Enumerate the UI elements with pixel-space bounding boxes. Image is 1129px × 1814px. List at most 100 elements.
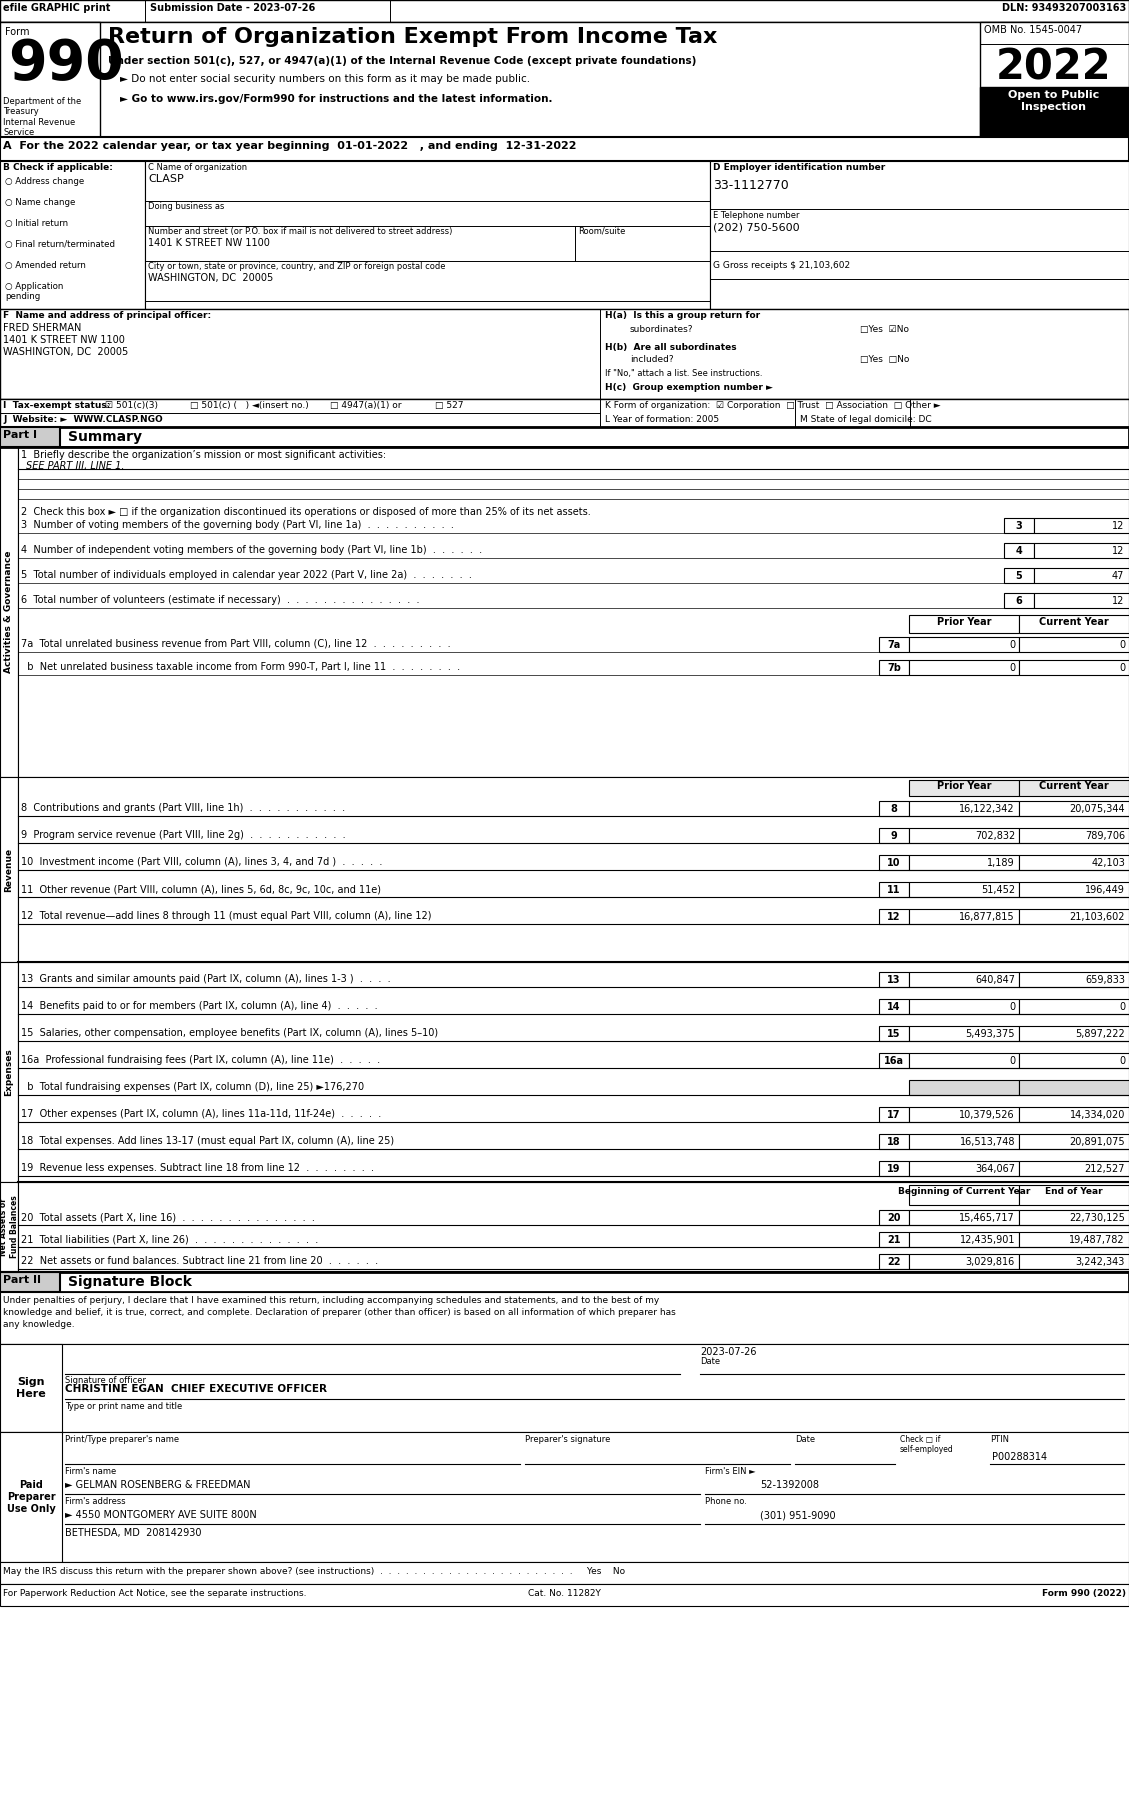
Bar <box>879 972 909 987</box>
Text: 10,379,526: 10,379,526 <box>960 1110 1015 1119</box>
Bar <box>1034 568 1129 582</box>
Text: M State of legal domicile: DC: M State of legal domicile: DC <box>800 415 931 424</box>
Text: E Telephone number: E Telephone number <box>714 210 799 219</box>
Bar <box>1019 972 1129 987</box>
Bar <box>0 1344 62 1431</box>
Text: □ 501(c) (   ) ◄(insert no.): □ 501(c) ( ) ◄(insert no.) <box>190 401 308 410</box>
Text: A  For the 2022 calendar year, or tax year beginning  01-01-2022   , and ending : A For the 2022 calendar year, or tax yea… <box>3 141 577 151</box>
Bar <box>909 1079 1019 1096</box>
Text: Date: Date <box>700 1357 720 1366</box>
Bar <box>18 1183 1129 1272</box>
Bar <box>980 22 1129 138</box>
Text: 14,334,020: 14,334,020 <box>1069 1110 1124 1119</box>
Text: 5,493,375: 5,493,375 <box>965 1029 1015 1039</box>
Bar <box>1019 1161 1129 1175</box>
Bar <box>909 1161 1019 1175</box>
Text: 16a: 16a <box>884 1056 904 1067</box>
Bar <box>879 1161 909 1175</box>
Text: 5: 5 <box>1016 571 1023 580</box>
Text: 19  Revenue less expenses. Subtract line 18 from line 12  .  .  .  .  .  .  .  .: 19 Revenue less expenses. Subtract line … <box>21 1163 374 1174</box>
Bar <box>909 909 1019 923</box>
Bar <box>1019 660 1129 675</box>
Text: (202) 750-5600: (202) 750-5600 <box>714 223 799 232</box>
Text: 17: 17 <box>887 1110 901 1119</box>
Bar <box>879 1134 909 1148</box>
Text: Return of Organization Exempt From Income Tax: Return of Organization Exempt From Incom… <box>108 27 717 47</box>
Bar <box>1019 882 1129 896</box>
Text: 13  Grants and similar amounts paid (Part IX, column (A), lines 1-3 )  .  .  .  : 13 Grants and similar amounts paid (Part… <box>21 974 391 983</box>
Bar <box>1019 780 1129 796</box>
Text: □Yes  □No: □Yes □No <box>860 356 909 365</box>
Text: WASHINGTON, DC  20005: WASHINGTON, DC 20005 <box>148 272 273 283</box>
Text: F  Name and address of principal officer:: F Name and address of principal officer: <box>3 310 211 319</box>
Text: 702,832: 702,832 <box>974 831 1015 842</box>
Text: 10: 10 <box>887 858 901 869</box>
Bar <box>1019 854 1129 871</box>
Bar <box>879 637 909 651</box>
Bar <box>145 161 710 308</box>
Text: Department of the
Treasury
Internal Revenue
Service: Department of the Treasury Internal Reve… <box>3 96 81 138</box>
Bar <box>909 1027 1019 1041</box>
Bar <box>909 882 1019 896</box>
Text: 16,877,815: 16,877,815 <box>960 912 1015 922</box>
Bar <box>1019 615 1129 633</box>
Text: 4  Number of independent voting members of the governing body (Part VI, line 1b): 4 Number of independent voting members o… <box>21 544 482 555</box>
Text: 5,897,222: 5,897,222 <box>1075 1029 1124 1039</box>
Bar <box>1019 1210 1129 1224</box>
Text: 3  Number of voting members of the governing body (Part VI, line 1a)  .  .  .  .: 3 Number of voting members of the govern… <box>21 521 454 530</box>
Text: 1,189: 1,189 <box>988 858 1015 869</box>
Text: Submission Date - 2023-07-26: Submission Date - 2023-07-26 <box>150 4 315 13</box>
Bar <box>909 780 1019 796</box>
Text: Number and street (or P.O. box if mail is not delivered to street address): Number and street (or P.O. box if mail i… <box>148 227 453 236</box>
Bar <box>0 1292 1129 1344</box>
Bar <box>909 802 1019 816</box>
Bar <box>0 22 1129 138</box>
Bar <box>0 22 100 138</box>
Text: CHRISTINE EGAN  CHIEF EXECUTIVE OFFICER: CHRISTINE EGAN CHIEF EXECUTIVE OFFICER <box>65 1384 327 1393</box>
Text: D Employer identification number: D Employer identification number <box>714 163 885 172</box>
Text: Beginning of Current Year: Beginning of Current Year <box>898 1186 1030 1195</box>
Bar <box>18 776 1129 961</box>
Text: 17  Other expenses (Part IX, column (A), lines 11a-11d, 11f-24e)  .  .  .  .  .: 17 Other expenses (Part IX, column (A), … <box>21 1108 382 1119</box>
Text: ☑ 501(c)(3): ☑ 501(c)(3) <box>105 401 158 410</box>
Text: 47: 47 <box>1112 571 1124 580</box>
Text: K Form of organization:  ☑ Corporation  □ Trust  □ Association  □ Other ►: K Form of organization: ☑ Corporation □ … <box>605 401 940 410</box>
Text: 212,527: 212,527 <box>1085 1165 1124 1174</box>
Text: Signature of officer: Signature of officer <box>65 1377 146 1386</box>
Text: Paid
Preparer
Use Only: Paid Preparer Use Only <box>7 1480 55 1513</box>
Text: 22,730,125: 22,730,125 <box>1069 1214 1124 1223</box>
Bar <box>0 308 1129 399</box>
Text: 3,029,816: 3,029,816 <box>965 1257 1015 1266</box>
Text: (301) 951-9090: (301) 951-9090 <box>760 1509 835 1520</box>
Text: 14: 14 <box>887 1001 901 1012</box>
Bar <box>909 1134 1019 1148</box>
Text: 0: 0 <box>1119 662 1124 673</box>
Bar <box>18 446 1129 776</box>
Text: 51,452: 51,452 <box>981 885 1015 894</box>
Text: OMB No. 1545-0047: OMB No. 1545-0047 <box>984 25 1082 34</box>
Text: Phone no.: Phone no. <box>704 1497 747 1506</box>
Text: 11  Other revenue (Part VIII, column (A), lines 5, 6d, 8c, 9c, 10c, and 11e): 11 Other revenue (Part VIII, column (A),… <box>21 883 380 894</box>
Bar <box>879 1052 909 1068</box>
Bar <box>1019 1052 1129 1068</box>
Text: May the IRS discuss this return with the preparer shown above? (see instructions: May the IRS discuss this return with the… <box>3 1567 625 1576</box>
Text: 1401 K STREET NW 1100: 1401 K STREET NW 1100 <box>3 336 125 345</box>
Bar <box>879 827 909 844</box>
Bar <box>0 0 1129 22</box>
Bar <box>909 1253 1019 1270</box>
Bar <box>879 882 909 896</box>
Text: Under penalties of perjury, I declare that I have examined this return, includin: Under penalties of perjury, I declare th… <box>3 1295 659 1304</box>
Text: Form 990 (2022): Form 990 (2022) <box>1042 1589 1126 1598</box>
Text: 12,435,901: 12,435,901 <box>960 1235 1015 1244</box>
Text: CLASP: CLASP <box>148 174 184 183</box>
Bar <box>0 399 1129 426</box>
Bar <box>909 615 1019 633</box>
Text: For Paperwork Reduction Act Notice, see the separate instructions.: For Paperwork Reduction Act Notice, see … <box>3 1589 306 1598</box>
Text: 20,891,075: 20,891,075 <box>1069 1137 1124 1146</box>
Bar <box>0 1272 1129 1292</box>
Text: 20,075,344: 20,075,344 <box>1069 804 1124 814</box>
Text: 7a  Total unrelated business revenue from Part VIII, column (C), line 12  .  .  : 7a Total unrelated business revenue from… <box>21 639 450 649</box>
Bar <box>879 854 909 871</box>
Text: B Check if applicable:: B Check if applicable: <box>3 163 113 172</box>
Text: PTIN: PTIN <box>990 1435 1009 1444</box>
